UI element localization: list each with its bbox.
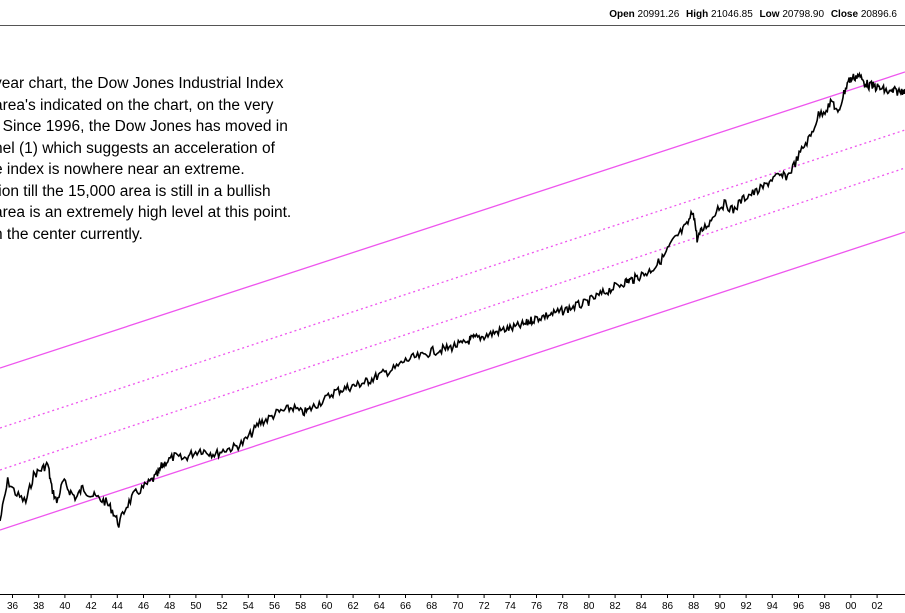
channel-upper-line xyxy=(0,71,905,369)
x-tick-label: 42 xyxy=(86,601,98,612)
x-tick-label: 76 xyxy=(531,601,543,612)
x-tick-label: 82 xyxy=(610,601,622,612)
x-tick-label: 62 xyxy=(348,601,360,612)
x-tick-label: 44 xyxy=(112,601,124,612)
x-tick-label: 92 xyxy=(741,601,753,612)
channel-mid-upper-line xyxy=(0,129,905,429)
x-tick-label: 00 xyxy=(845,601,857,612)
x-tick-label: 50 xyxy=(190,601,202,612)
x-tick-label: 02 xyxy=(872,601,884,612)
header-divider xyxy=(0,25,905,26)
x-tick-label: 94 xyxy=(767,601,779,612)
x-tick-label: 48 xyxy=(164,601,176,612)
x-tick-label: 36 xyxy=(7,601,19,612)
x-tick-label: 90 xyxy=(714,601,726,612)
x-tick-label: 70 xyxy=(452,601,464,612)
dow-series-line xyxy=(0,71,905,528)
channel-lower-line xyxy=(0,231,905,531)
open-value: 20991.26 xyxy=(637,9,680,20)
x-tick-label: 52 xyxy=(217,601,229,612)
x-tick-label: 60 xyxy=(321,601,333,612)
open-label: Open xyxy=(609,9,635,20)
x-tick-label: 84 xyxy=(636,601,648,612)
x-tick-label: 38 xyxy=(33,601,45,612)
x-tick-label: 56 xyxy=(269,601,281,612)
annotation-text: year chart, the Dow Jones Industrial Ind… xyxy=(0,73,291,245)
x-tick-label: 78 xyxy=(557,601,569,612)
x-tick-label: 98 xyxy=(819,601,831,612)
annotation-line: nel (1) which suggests an acceleration o… xyxy=(0,139,275,157)
close-value: 20896.6 xyxy=(860,9,897,20)
annotation-line: tion till the 15,000 area is still in a … xyxy=(0,182,271,200)
annotation-line: . Since 1996, the Dow Jones has moved in xyxy=(0,118,288,135)
x-tick-label: 64 xyxy=(374,601,386,612)
high-label: High xyxy=(686,9,709,20)
x-tick-label: 58 xyxy=(295,601,307,612)
high-value: 21046.85 xyxy=(711,9,753,20)
low-label: Low xyxy=(759,9,780,20)
channel-mid-lower-line xyxy=(0,167,905,471)
x-tick-label: 66 xyxy=(400,601,412,612)
annotation-line: area's indicated on the chart, on the ve… xyxy=(0,96,274,114)
x-tick-label: 74 xyxy=(505,601,517,612)
ohlc-readout: Open 20991.26 High 21046.85 Low 20798.90… xyxy=(609,9,901,20)
x-tick-label: 96 xyxy=(793,601,805,612)
x-tick-label: 46 xyxy=(138,601,150,612)
annotation-line: n the center currently. xyxy=(0,225,143,243)
close-label: Close xyxy=(830,9,859,20)
x-tick-label: 80 xyxy=(583,601,595,612)
x-tick-label: 68 xyxy=(426,601,438,612)
annotation-line: year chart, the Dow Jones Industrial Ind… xyxy=(0,75,284,92)
low-value: 20798.90 xyxy=(782,9,825,20)
x-tick-label: 86 xyxy=(662,601,674,612)
x-tick-label: 72 xyxy=(479,601,491,612)
x-tick-label: 88 xyxy=(688,601,700,612)
annotation-line: area is an extremely high level at this … xyxy=(0,204,292,221)
annotation-line: e index is nowhere near an extreme. xyxy=(0,161,245,178)
x-tick-label: 40 xyxy=(59,601,71,612)
x-tick-label: 54 xyxy=(243,601,255,612)
